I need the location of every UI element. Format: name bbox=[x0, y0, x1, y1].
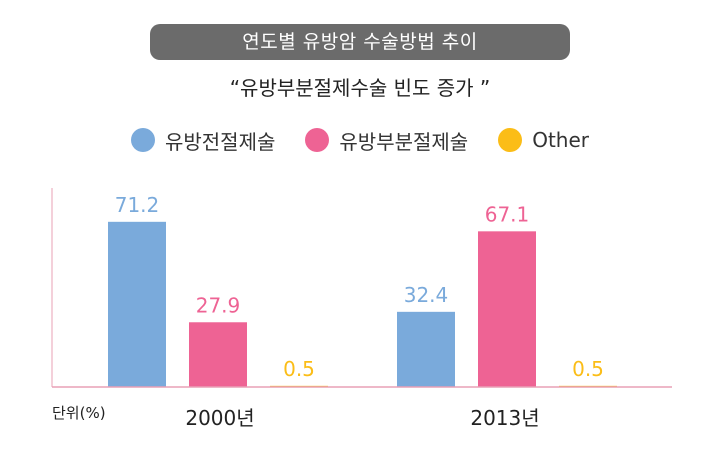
chart-subtitle: “유방부분절제수술 빈도 증가 ” bbox=[229, 76, 491, 100]
legend-label-mastectomy: 유방전절제술 bbox=[164, 129, 276, 154]
legend-swatch-partial-mastectomy bbox=[305, 128, 330, 152]
bar-chart: 71.2 27.9 0.5 32.4 67.1 0.5 bbox=[51, 188, 672, 388]
unit-label: 단위(%) bbox=[52, 404, 106, 422]
data-label-mastectomy-0: 71.2 bbox=[115, 193, 160, 217]
data-label-other-1: 0.5 bbox=[572, 357, 604, 381]
legend: 유방전절제술 유방부분절제술 Other bbox=[0, 122, 720, 158]
data-label-mastectomy-1: 32.4 bbox=[404, 283, 449, 307]
legend-label-partial-mastectomy: 유방부분절제술 bbox=[339, 129, 469, 154]
legend-item-other: Other bbox=[498, 128, 589, 152]
data-label-partial-mastectomy-0: 27.9 bbox=[196, 293, 241, 317]
legend-item-mastectomy: 유방전절제술 bbox=[130, 126, 276, 155]
data-label-other-0: 0.5 bbox=[283, 357, 315, 381]
data-label-partial-mastectomy-1: 67.1 bbox=[485, 202, 530, 226]
bar-partial-mastectomy-0 bbox=[189, 322, 247, 387]
bar-mastectomy-1 bbox=[397, 311, 455, 387]
x-tick-label-2013: 2013년 bbox=[470, 406, 540, 430]
bar-partial-mastectomy-1 bbox=[478, 231, 536, 387]
legend-label-other: Other bbox=[532, 128, 589, 152]
chart-title: 연도별 유방암 수술방법 추이 bbox=[150, 24, 570, 60]
legend-item-partial-mastectomy: 유방부분절제술 bbox=[305, 126, 468, 155]
x-tick-label-2000: 2000년 bbox=[185, 406, 255, 430]
legend-swatch-other bbox=[498, 128, 523, 152]
bar-mastectomy-0 bbox=[108, 221, 166, 387]
legend-swatch-mastectomy bbox=[130, 128, 155, 152]
